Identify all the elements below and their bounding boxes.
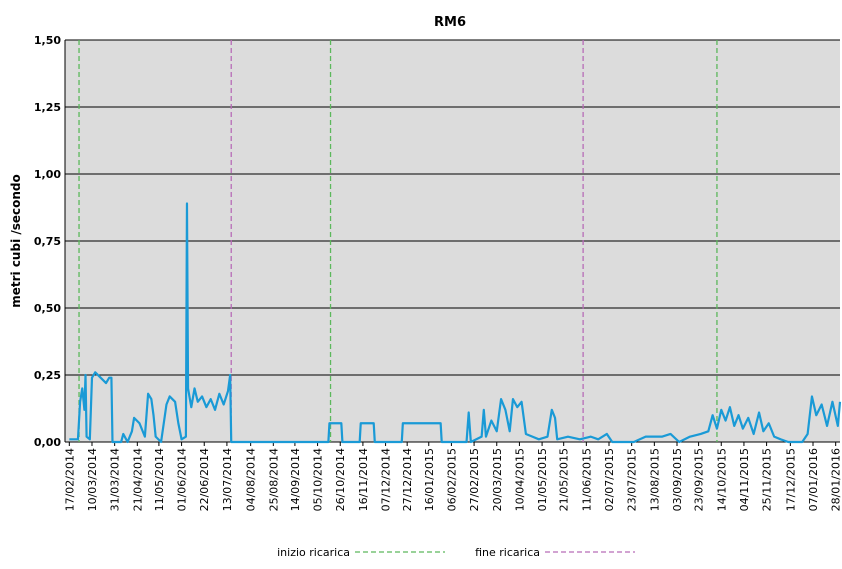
x-tick-label: 26/10/2014 [334, 448, 347, 511]
x-tick-label: 01/06/2014 [176, 448, 189, 511]
x-tick-label: 31/03/2014 [109, 448, 122, 511]
x-tick-label: 16/11/2014 [357, 448, 370, 511]
y-tick-label: 1,50 [34, 34, 61, 47]
x-tick-label: 07/12/2014 [380, 448, 393, 511]
y-tick-label: 0,00 [34, 436, 61, 449]
x-tick-label: 21/05/2015 [558, 448, 571, 511]
x-tick-label: 14/10/2015 [715, 448, 728, 511]
x-tick-label: 11/05/2014 [153, 448, 166, 511]
x-tick-label: 02/07/2015 [603, 448, 616, 511]
y-tick-label: 1,25 [34, 101, 61, 114]
y-axis-label: metri cubi /secondo [9, 174, 23, 308]
x-tick-label: 10/04/2015 [513, 448, 526, 511]
x-tick-label: 13/07/2014 [221, 448, 234, 511]
x-tick-label: 06/02/2015 [445, 448, 458, 511]
x-tick-label: 27/12/2014 [401, 448, 414, 511]
x-tick-label: 21/04/2014 [131, 448, 144, 511]
legend-label: inizio ricarica [277, 546, 350, 559]
x-tick-label: 20/03/2015 [491, 448, 504, 511]
x-tick-label: 28/01/2016 [830, 448, 842, 511]
x-tick-label: 17/12/2015 [784, 448, 797, 511]
x-tick-label: 01/05/2015 [536, 448, 549, 511]
x-tick-label: 23/09/2015 [693, 448, 706, 511]
x-tick-label: 07/01/2016 [807, 448, 820, 511]
y-tick-label: 0,75 [34, 235, 61, 248]
data-line [69, 202, 842, 444]
x-tick-label: 04/11/2015 [738, 448, 751, 511]
x-tick-label: 03/09/2015 [671, 448, 684, 511]
x-tick-label: 25/11/2015 [761, 448, 774, 511]
y-tick-label: 0,25 [34, 369, 61, 382]
x-tick-label: 14/09/2014 [289, 448, 302, 511]
x-tick-label: 17/02/2014 [63, 448, 76, 511]
x-tick-label: 11/06/2015 [580, 448, 593, 511]
x-tick-label: 10/03/2014 [86, 448, 99, 511]
x-tick-label: 13/08/2015 [648, 448, 661, 511]
y-tick-label: 0,50 [34, 302, 61, 315]
chart-title: RM6 [434, 15, 466, 30]
y-tick-label: 1,00 [34, 168, 61, 181]
x-tick-label: 05/10/2014 [312, 448, 325, 511]
x-tick-label: 25/08/2014 [267, 448, 280, 511]
legend-label: fine ricarica [475, 546, 540, 559]
x-tick-label: 23/07/2015 [626, 448, 639, 511]
x-tick-label: 04/08/2014 [245, 448, 258, 511]
x-tick-label: 27/02/2015 [468, 448, 481, 511]
x-tick-label: 16/01/2015 [423, 448, 436, 511]
x-tick-label: 22/06/2014 [198, 448, 211, 511]
